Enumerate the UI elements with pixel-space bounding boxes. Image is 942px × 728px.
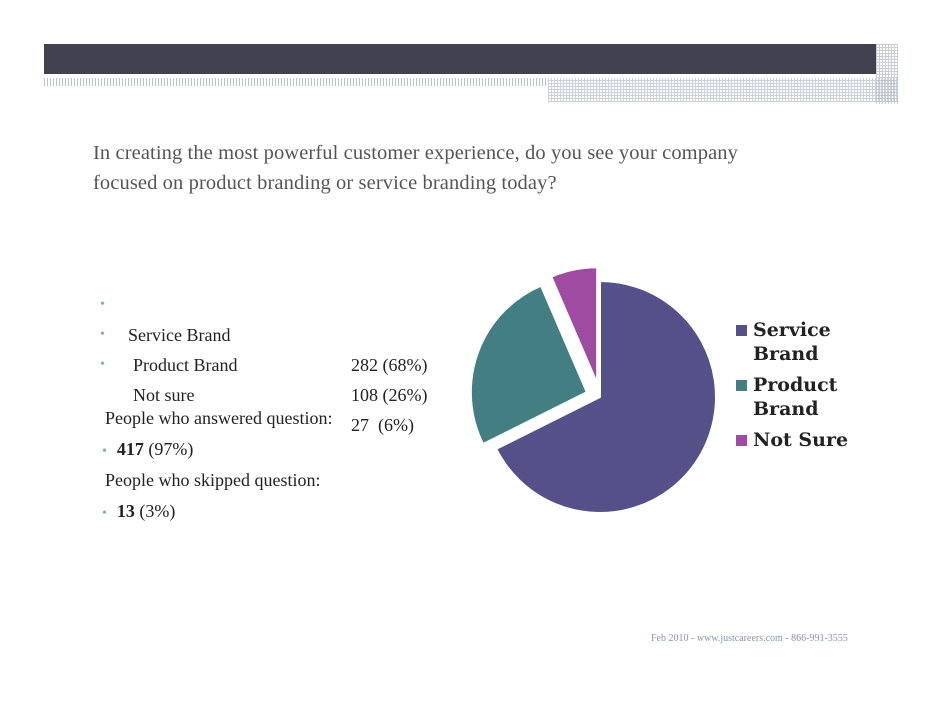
- legend-label-line1: Not Sure: [753, 429, 849, 451]
- bullet-icon: •: [102, 506, 107, 521]
- legend-item-not-sure: Not Sure: [736, 428, 863, 452]
- legend-swatch: [736, 325, 747, 336]
- response-value: 108 (26%): [351, 385, 428, 405]
- legend-label-line2: Brand: [753, 398, 819, 420]
- legend-item-service: Service Brand: [736, 318, 863, 366]
- question-line-1: In creating the most powerful customer e…: [93, 142, 738, 164]
- header-bar: [44, 44, 876, 74]
- response-label: Not sure: [133, 385, 195, 405]
- header-stripe-left: [44, 78, 548, 86]
- answered-count: 417: [116, 439, 144, 459]
- response-label: Product Brand: [133, 355, 238, 375]
- chart-legend: Service Brand Product Brand Not Sure: [736, 318, 863, 459]
- answered-percent: (97%): [148, 439, 194, 459]
- skipped-percent: (3%): [139, 501, 176, 521]
- response-row-not-sure: • Not sure 27 (6%): [100, 320, 414, 435]
- question-line-2: focused on product branding or service b…: [93, 172, 557, 194]
- response-value: 27 (6%): [351, 415, 414, 435]
- pie-slice-product-brand: [469, 284, 589, 446]
- bullet-icon: •: [100, 297, 105, 312]
- skipped-stat: • 13 (3%): [102, 496, 332, 527]
- skipped-label: People who skipped question:: [105, 470, 321, 490]
- legend-item-product: Product Brand: [736, 373, 863, 421]
- bullet-icon: •: [100, 327, 105, 342]
- question-text: In creating the most powerful customer e…: [93, 138, 853, 198]
- footer-text: Feb 2010 - www.justcareers.com - 866-991…: [651, 633, 848, 644]
- header-stripe-right: [548, 78, 898, 102]
- pie-slice-not-sure: [549, 266, 599, 384]
- response-value: 282 (68%): [351, 355, 428, 375]
- response-row-service: • Service Brand 282 (68%): [100, 260, 427, 375]
- legend-swatch: [736, 380, 747, 391]
- bullet-icon: •: [100, 357, 105, 372]
- answered-stat: • 417 (97%): [102, 434, 332, 465]
- legend-label-line1: Service: [753, 319, 831, 341]
- legend-label-line2: Brand: [753, 343, 819, 365]
- response-stats: People who answered question: • 417 (97%)…: [102, 403, 333, 527]
- bullet-icon: •: [102, 444, 107, 459]
- pie-chart: [469, 266, 717, 514]
- response-row-product: • Product Brand 108 (26%): [100, 290, 427, 405]
- answered-label: People who answered question:: [105, 408, 333, 428]
- response-label: Service Brand: [128, 325, 231, 345]
- skipped-count: 13: [116, 501, 135, 521]
- response-list: • Service Brand 282 (68%) • Product Bran…: [100, 260, 427, 435]
- legend-swatch: [736, 435, 747, 446]
- pie-slice-service-brand: [494, 279, 717, 514]
- legend-label-line1: Product: [753, 374, 838, 396]
